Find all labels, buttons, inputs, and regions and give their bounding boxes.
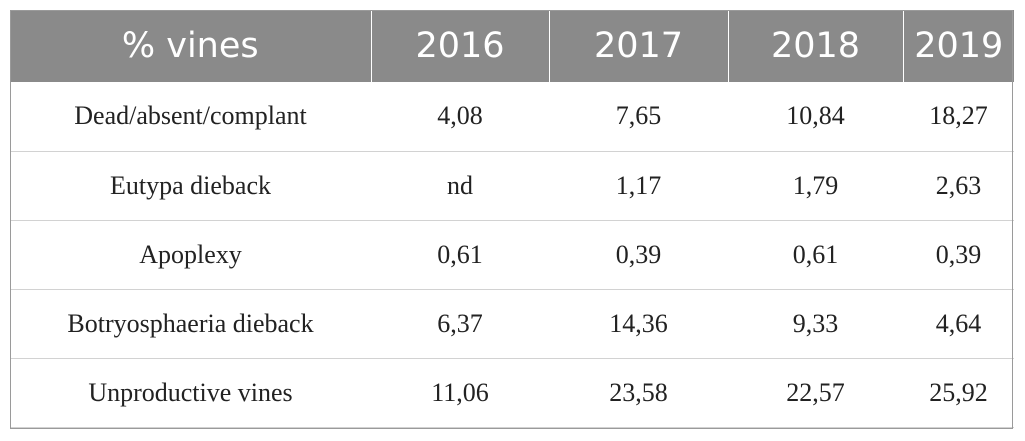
header-cell-2019: 2019 — [902, 10, 1014, 82]
table-cell: 0,61 — [728, 220, 903, 290]
table-cell: 4,64 — [903, 289, 1014, 359]
table-cell: 7,65 — [549, 82, 728, 152]
table-cell: 22,57 — [728, 358, 903, 428]
row-label: Eutypa dieback — [10, 151, 371, 221]
table-cell: 0,39 — [903, 220, 1014, 290]
row-label: Dead/absent/complant — [10, 82, 371, 152]
vines-table: % vines 2016 2017 2018 2019 Dead/absent/… — [10, 10, 1014, 428]
header-cell-metric: % vines — [121, 26, 259, 66]
table-cell: 10,84 — [728, 82, 903, 152]
table-header: % vines 2016 2017 2018 2019 — [10, 10, 1014, 82]
row-label: Unproductive vines — [10, 358, 371, 428]
table-cell: 1,79 — [728, 151, 903, 221]
table-cell: 2,63 — [903, 151, 1014, 221]
header-cell-2018: 2018 — [727, 10, 903, 82]
table-row: Dead/absent/complant 4,08 7,65 10,84 18,… — [10, 82, 1014, 152]
header-row: % vines 2016 2017 2018 2019 — [10, 10, 1014, 82]
table-cell: 0,61 — [371, 220, 549, 290]
table-cell: 11,06 — [371, 358, 549, 428]
table-cell: 18,27 — [903, 82, 1014, 152]
table-cell: 25,92 — [903, 358, 1014, 428]
table-row: Unproductive vines 11,06 23,58 22,57 25,… — [10, 358, 1014, 428]
table-cell: 0,39 — [549, 220, 728, 290]
table-row: Apoplexy 0,61 0,39 0,61 0,39 — [10, 220, 1014, 290]
header-cell-2017: 2017 — [548, 10, 728, 82]
table-row: Eutypa dieback nd 1,17 1,79 2,63 — [10, 151, 1014, 221]
table-cell: nd — [371, 151, 549, 221]
table-body: Dead/absent/complant 4,08 7,65 10,84 18,… — [10, 82, 1014, 428]
row-label: Botryosphaeria dieback — [10, 289, 371, 359]
header-cell-2016: 2016 — [370, 10, 549, 82]
row-label: Apoplexy — [10, 220, 371, 290]
table-cell: 4,08 — [371, 82, 549, 152]
table-cell: 9,33 — [728, 289, 903, 359]
table-cell: 14,36 — [549, 289, 728, 359]
table-cell: 6,37 — [371, 289, 549, 359]
table-cell: 1,17 — [549, 151, 728, 221]
table-row: Botryosphaeria dieback 6,37 14,36 9,33 4… — [10, 289, 1014, 359]
table-cell: 23,58 — [549, 358, 728, 428]
